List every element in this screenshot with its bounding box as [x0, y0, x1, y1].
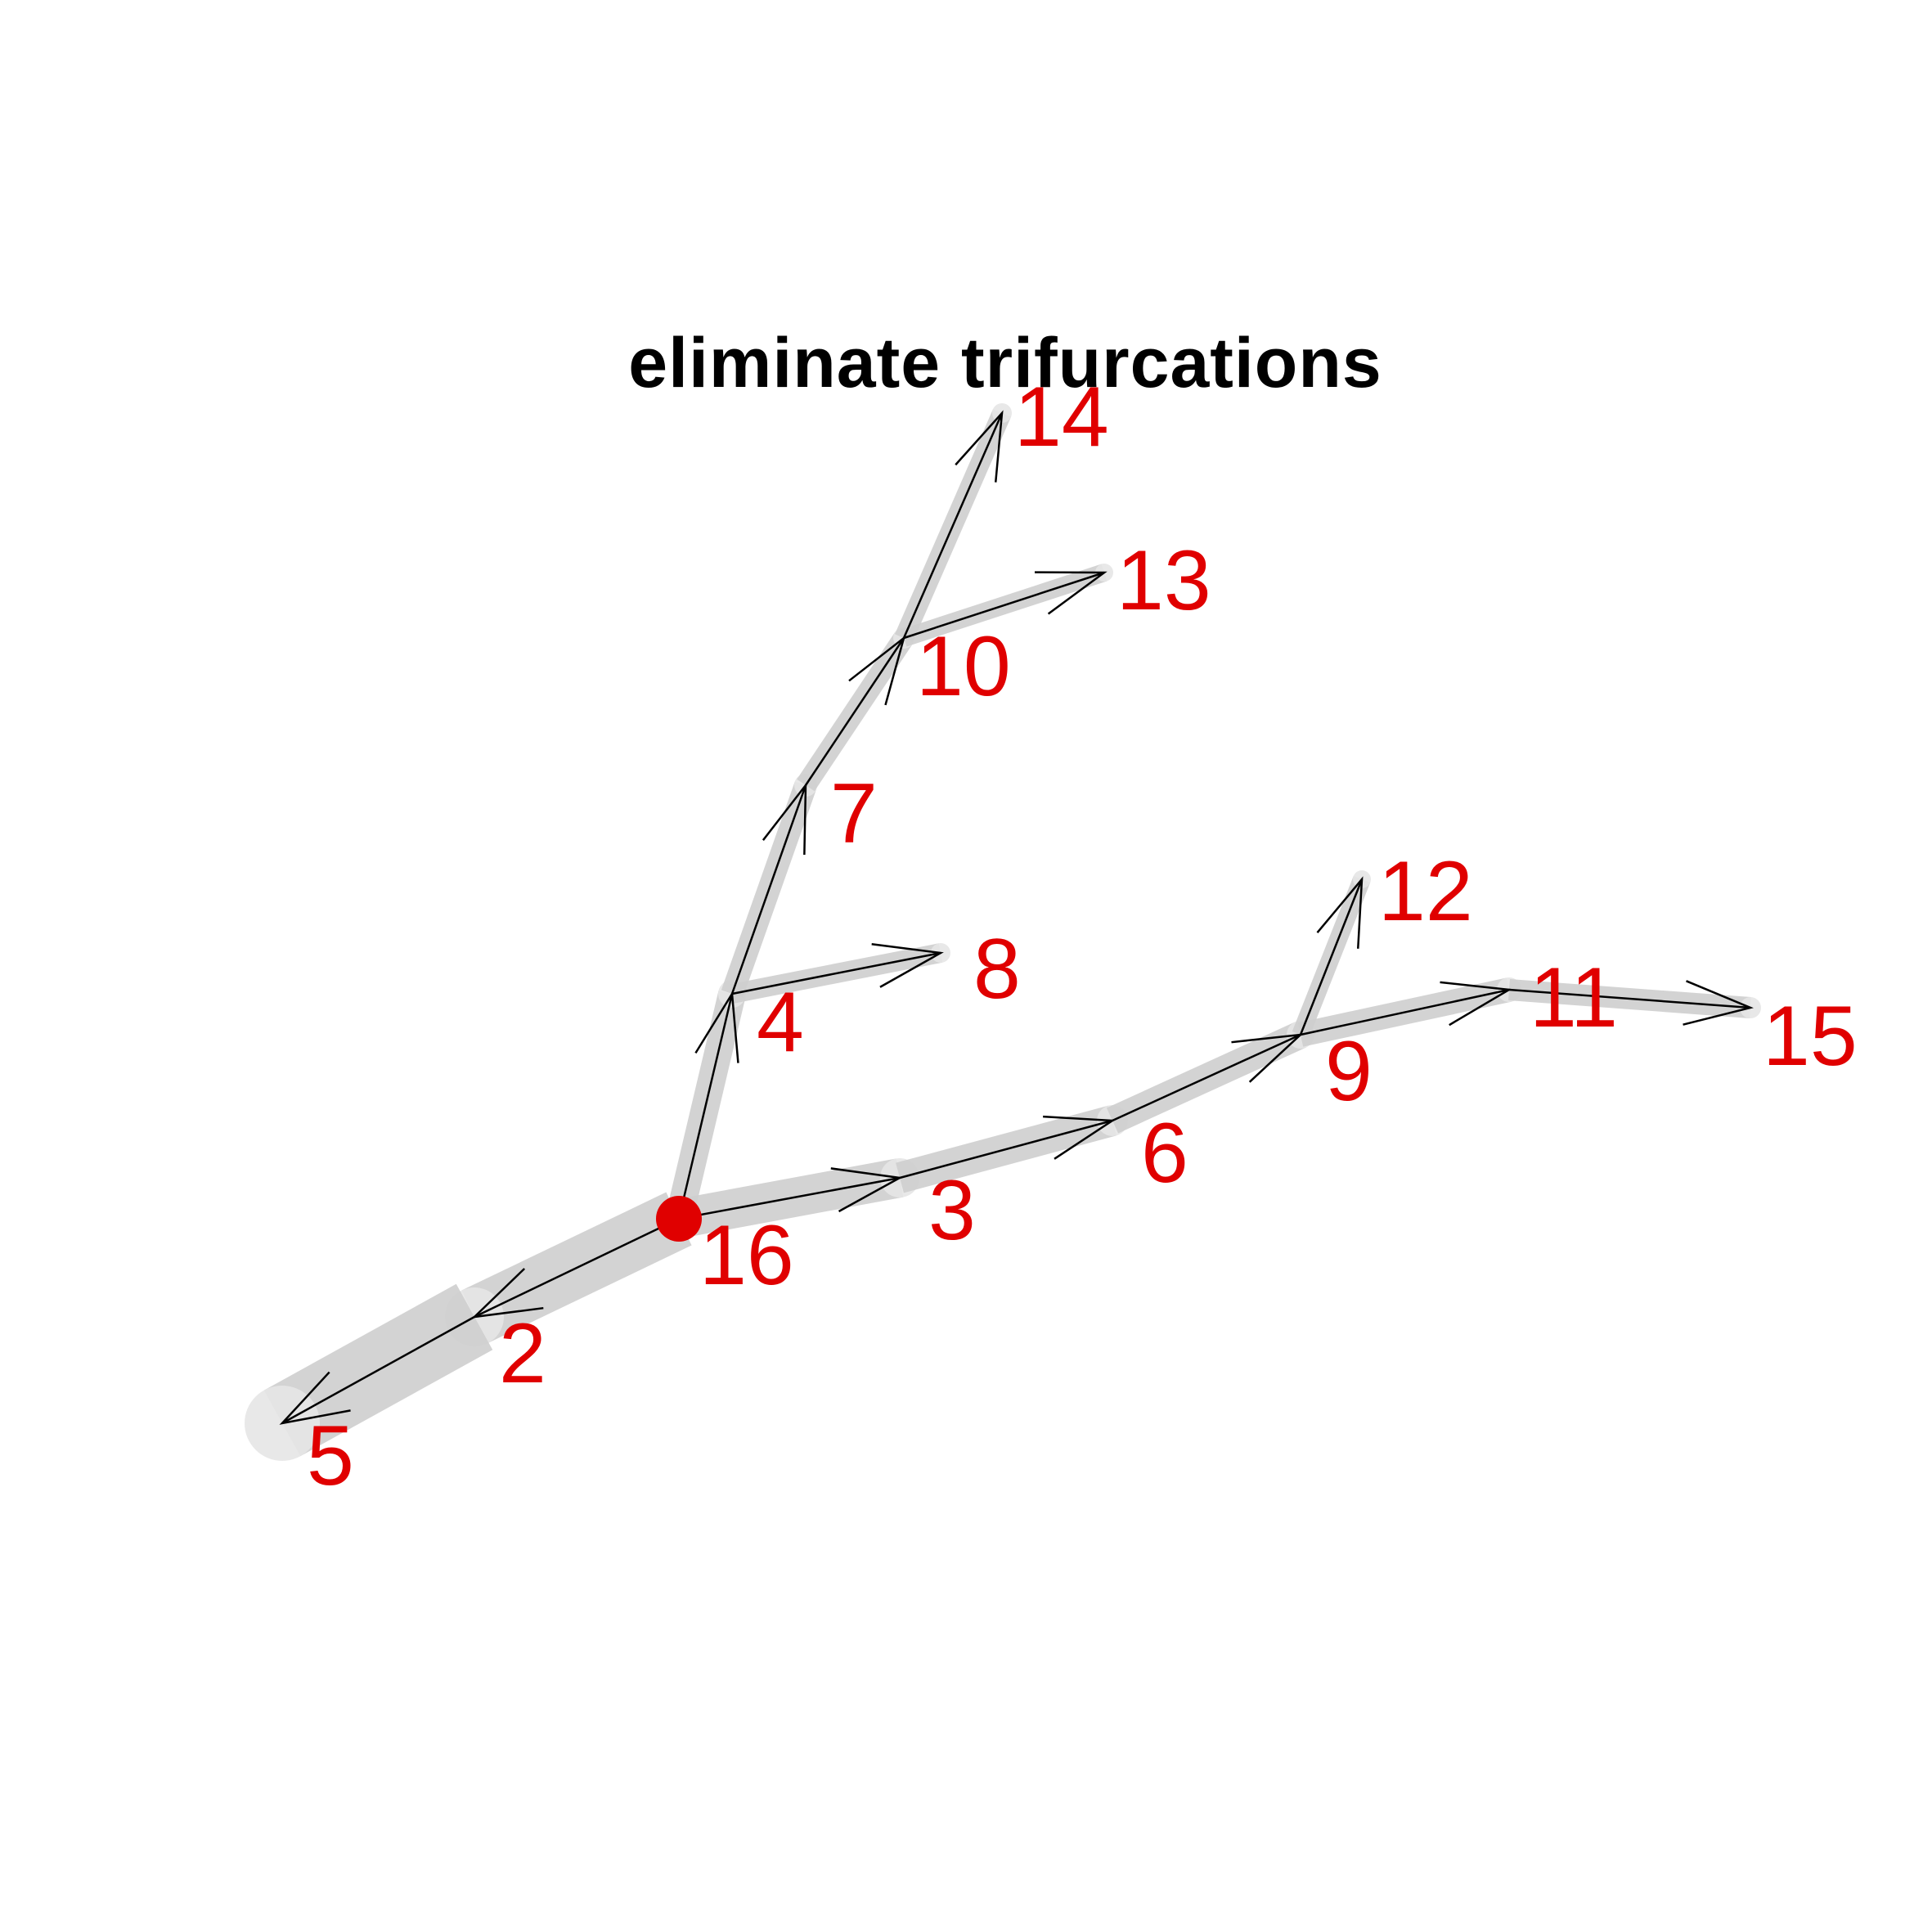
arrowhead-4-8: [871, 943, 944, 988]
arrow-layer: [279, 410, 1754, 1425]
node-label-10: 10: [916, 619, 1011, 714]
node-label-4: 4: [757, 975, 804, 1070]
arrowhead-2-5: [279, 1371, 351, 1425]
arrowhead-11-15: [1683, 980, 1754, 1026]
arrow-9-11: [1300, 988, 1510, 1036]
node-label-15: 15: [1763, 989, 1858, 1084]
arrow-10-14: [902, 412, 1004, 639]
arrow-1-2: [474, 1217, 680, 1319]
arrow-4-8: [731, 951, 941, 995]
diagram-title: eliminate trifurcations: [628, 324, 1382, 402]
node-label-11: 11: [1530, 950, 1618, 1045]
arrow-10-13: [903, 571, 1105, 640]
root-node-marker: [656, 1196, 702, 1242]
arrow-1-3: [678, 1176, 901, 1220]
arrow-2-5: [281, 1315, 475, 1425]
node-label-1: 1: [699, 1208, 747, 1303]
node-label-8: 8: [973, 922, 1021, 1017]
node-label-9: 9: [1325, 1024, 1373, 1119]
arrow-3-6: [899, 1119, 1113, 1179]
arrow-6-9: [1112, 1033, 1301, 1122]
node-label-7: 7: [830, 766, 878, 861]
arrow-7-10: [804, 637, 905, 786]
arrow-11-15: [1508, 988, 1751, 1009]
arrow-9-12: [1299, 878, 1364, 1036]
arrowhead-9-12: [1316, 876, 1364, 949]
root-layer: [656, 1196, 702, 1242]
node-label-3: 3: [928, 1163, 976, 1258]
node-label-6: 6: [1141, 1106, 1188, 1201]
arrow-4-7: [730, 784, 807, 995]
node-label-2: 2: [499, 1306, 546, 1401]
node-label-16: 16: [699, 1208, 794, 1303]
arrow-1-4: [677, 993, 734, 1220]
arrowhead-10-14: [955, 410, 1004, 483]
arrowhead-10-13: [1034, 571, 1108, 615]
node-label-12: 12: [1378, 844, 1473, 939]
node-label-5: 5: [307, 1409, 354, 1503]
node-label-14: 14: [1014, 370, 1109, 465]
node-label-13: 13: [1117, 533, 1211, 628]
